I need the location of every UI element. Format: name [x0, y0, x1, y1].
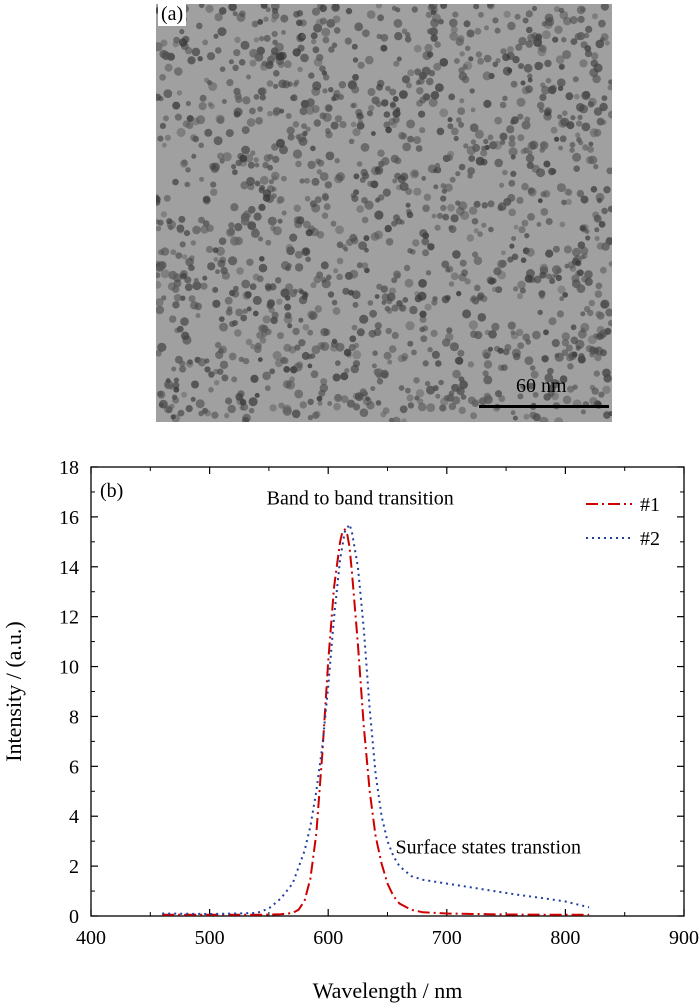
legend-label-2: #2: [640, 528, 660, 550]
y-tick-label: 10: [59, 657, 79, 679]
annotation-2: Surface states transtion: [396, 837, 582, 859]
y-tick-label: 8: [69, 706, 79, 728]
y-tick-label: 0: [69, 906, 79, 928]
y-tick-label: 2: [69, 856, 79, 878]
annotation-1: Band to band transition: [267, 487, 454, 509]
scale-bar: [479, 405, 609, 408]
x-axis-ticks: 400 500 600 700 800 900: [76, 467, 699, 949]
tem-micrograph: [156, 4, 612, 422]
pl-spectrum-chart: 400 500 600 700 800 900 0 2 4 6 8 10 12 14 16 18 Wavelen…: [1, 457, 699, 1003]
y-tick-label: 16: [59, 507, 79, 529]
panel-label-a: (a): [158, 2, 187, 26]
y-axis-label: Intensity / (a.u.): [1, 621, 26, 762]
x-tick-label: 500: [195, 927, 225, 949]
plot-frame: [90, 466, 685, 917]
panel-label-b: (b): [100, 480, 123, 502]
legend-label-1: #1: [640, 494, 660, 516]
y-tick-label: 6: [69, 756, 79, 778]
x-tick-label: 800: [550, 927, 580, 949]
y-tick-label: 12: [59, 607, 79, 629]
tem-particles: [156, 4, 612, 422]
x-tick-label: 400: [76, 927, 106, 949]
scale-bar-label: 60 nm: [516, 375, 567, 397]
x-axis-label: Wavelength / nm: [313, 978, 463, 1003]
y-tick-label: 4: [69, 806, 79, 828]
y-tick-label: 18: [59, 457, 79, 479]
x-tick-label: 700: [432, 927, 462, 949]
tem-background: [156, 4, 612, 422]
y-axis-ticks: 0 2 4 6 8 10 12 14 16 18: [59, 457, 684, 928]
series-line-1: [162, 528, 590, 916]
legend: #1 #2: [586, 494, 660, 550]
x-tick-label: 900: [669, 927, 699, 949]
tem-image: [156, 4, 612, 422]
x-tick-label: 600: [313, 927, 343, 949]
y-tick-label: 14: [59, 557, 79, 579]
